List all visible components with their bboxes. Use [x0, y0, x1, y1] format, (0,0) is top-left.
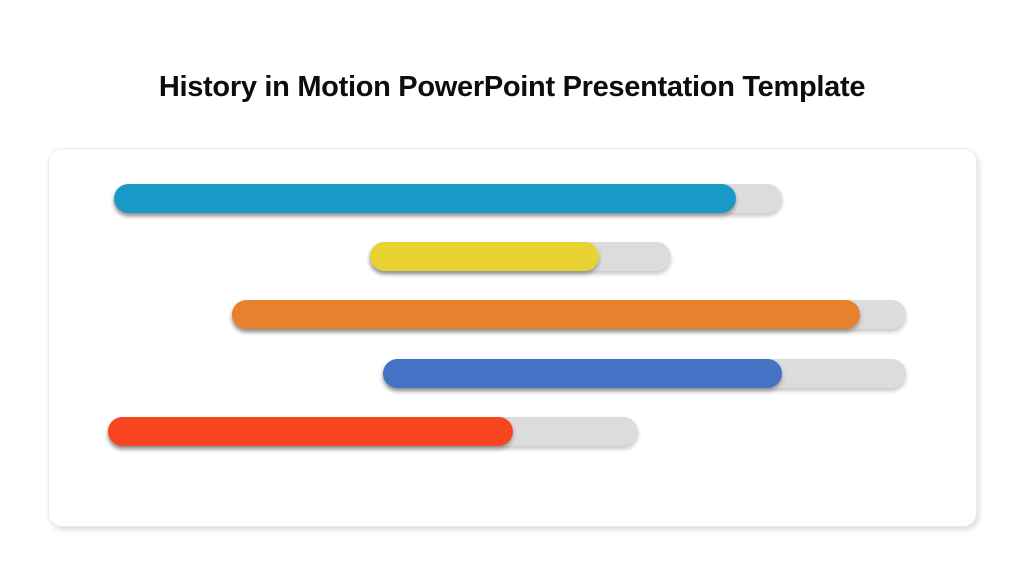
chart-card: 2010201220142016201820202022 [48, 148, 977, 527]
timeline-row-3-bar [232, 300, 861, 329]
timeline-row-4-bar [382, 359, 782, 388]
timeline-row-2-bar [369, 242, 599, 271]
timeline-row-5-bar [107, 417, 514, 446]
timeline-chart [49, 149, 976, 459]
page-title: History in Motion PowerPoint Presentatio… [158, 71, 866, 103]
timeline-row-1-bar [114, 184, 736, 213]
